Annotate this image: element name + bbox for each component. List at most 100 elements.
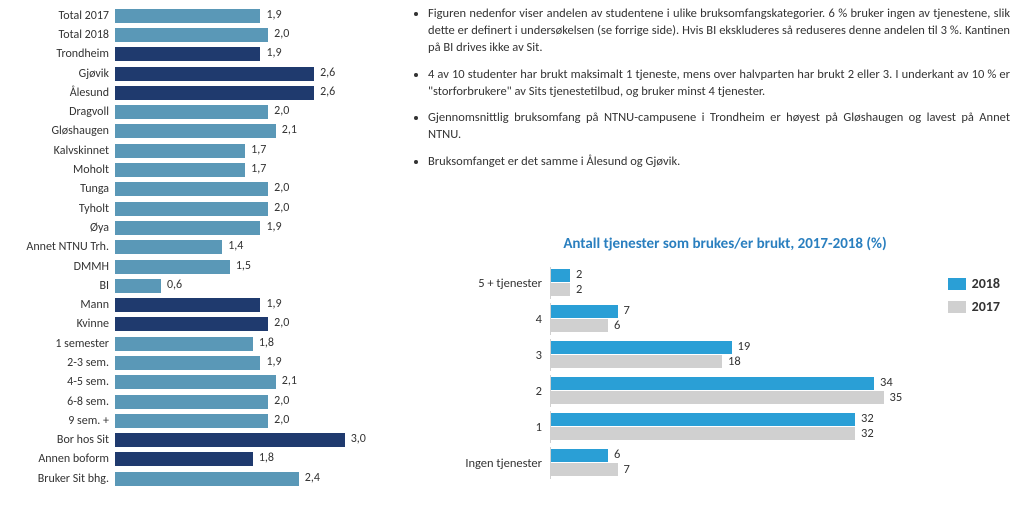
left-chart-bar [115, 356, 260, 370]
right-chart-row: 31918 [440, 337, 1010, 373]
left-chart-value: 2,0 [274, 394, 289, 408]
right-chart-bars: 67 [550, 447, 1010, 479]
left-chart-row: Kvinne 2,0 [0, 315, 380, 334]
right-chart-label: 1 [440, 420, 550, 435]
left-chart-row: Dragvoll2,0 [0, 102, 380, 121]
right-chart-title: Antall tjenester som brukes/er brukt, 20… [440, 235, 1010, 253]
left-chart-bar [115, 414, 268, 428]
left-chart-row: Tyholt 2,0 [0, 199, 380, 218]
left-chart-bar [115, 433, 345, 447]
left-chart-value: 1,9 [266, 355, 281, 369]
left-chart-value: 2,1 [282, 374, 297, 388]
left-chart-row: BI0,6 [0, 276, 380, 295]
left-chart-bar [115, 375, 276, 389]
left-chart-bar-track: 2,1 [115, 124, 380, 138]
left-chart-value: 2,0 [274, 27, 289, 41]
left-chart-label: Gjøvik [0, 67, 115, 81]
right-chart-bar-2018 [551, 449, 608, 462]
left-chart-row: Ålesund2,6 [0, 83, 380, 102]
right-chart-value-2017: 6 [614, 318, 620, 333]
bullet-item: Gjennomsnittlig bruksomfang på NTNU-camp… [428, 110, 1010, 144]
left-chart-bar-track: 2,0 [115, 105, 380, 119]
left-chart-row: Gløshaugen2,1 [0, 122, 380, 141]
right-chart-value-2017: 32 [861, 426, 874, 441]
left-chart-bar-track: 1,9 [115, 221, 380, 235]
right-bar-chart: Antall tjenester som brukes/er brukt, 20… [440, 235, 1010, 481]
left-chart-label: Mann [0, 298, 115, 312]
left-chart-bar [115, 47, 260, 61]
left-chart-value: 2,0 [274, 316, 289, 330]
bullet-item: Bruksomfanget er det samme i Ålesund og … [428, 154, 1010, 171]
left-chart-bar-track: 1,9 [115, 298, 380, 312]
left-chart-row: 4-5 sem. 2,1 [0, 373, 380, 392]
right-chart-row: Ingen tjenester67 [440, 445, 1010, 481]
left-chart-value: 1,7 [251, 162, 266, 176]
left-chart-value: 1,9 [266, 46, 281, 60]
left-chart-bar [115, 144, 245, 158]
right-chart-bar-2018 [551, 269, 570, 282]
right-chart-value-2018: 6 [614, 447, 620, 462]
left-chart-value: 1,9 [266, 220, 281, 234]
left-chart-label: 2-3 sem. [0, 356, 115, 370]
left-chart-value: 1,8 [259, 336, 274, 350]
left-chart-row: Mann 1,9 [0, 295, 380, 314]
left-chart-bar-track: 2,4 [115, 472, 380, 486]
right-chart-bar-2017 [551, 391, 884, 404]
right-chart-value-2017: 2 [576, 282, 582, 297]
bullet-list: Figuren nedenfor viser andelen av studen… [410, 6, 1010, 181]
left-chart-label: Tyholt [0, 202, 115, 216]
left-chart-bar [115, 9, 260, 23]
left-chart-row: Annet NTNU Trh.1,4 [0, 238, 380, 257]
left-chart-bar-track: 1,5 [115, 260, 380, 274]
left-chart-bar [115, 67, 314, 81]
left-chart-value: 2,4 [305, 471, 320, 485]
left-chart-value: 2,0 [274, 181, 289, 195]
left-chart-bar [115, 298, 260, 312]
right-chart-bar-2018 [551, 377, 874, 390]
left-chart-bar [115, 337, 253, 351]
right-chart-bar-2018 [551, 341, 732, 354]
left-chart-bar [115, 221, 260, 235]
right-chart-label: 4 [440, 312, 550, 327]
left-chart-value: 0,6 [167, 278, 182, 292]
left-chart-row: 6-8 sem. 2,0 [0, 392, 380, 411]
left-chart-row: Øya 1,9 [0, 218, 380, 237]
left-chart-bar [115, 279, 161, 293]
left-chart-label: 6-8 sem. [0, 395, 115, 409]
left-chart-bar-track: 1,7 [115, 163, 380, 177]
left-chart-value: 2,0 [274, 201, 289, 215]
right-chart-value-2017: 18 [728, 354, 741, 369]
left-chart-bar-track: 1,7 [115, 144, 380, 158]
left-chart-value: 3,0 [351, 432, 366, 446]
left-chart-bar-track: 2,6 [115, 67, 380, 81]
right-chart-value-2018: 32 [861, 411, 874, 426]
left-chart-label: Moholt [0, 163, 115, 177]
right-chart-value-2017: 7 [624, 462, 630, 477]
left-chart-bar [115, 202, 268, 216]
left-chart-bar-track: 0,6 [115, 279, 380, 293]
left-chart-label: Gløshaugen [0, 124, 115, 138]
left-chart-label: DMMH [0, 260, 115, 274]
left-chart-row: 2-3 sem. 1,9 [0, 353, 380, 372]
left-chart-bar [115, 124, 276, 138]
left-chart-bar-track: 2,0 [115, 202, 380, 216]
left-chart-bar-track: 2,0 [115, 28, 380, 42]
left-chart-label: Øya [0, 221, 115, 235]
right-chart-bars: 3435 [550, 375, 1010, 407]
bullet-item: 4 av 10 studenter har brukt maksimalt 1 … [428, 67, 1010, 101]
left-chart-bar [115, 472, 299, 486]
left-chart-row: DMMH1,5 [0, 257, 380, 276]
right-chart-bars: 76 [550, 303, 1010, 335]
left-chart-label: Dragvoll [0, 105, 115, 119]
left-chart-label: 4-5 sem. [0, 375, 115, 389]
left-chart-value: 1,9 [266, 297, 281, 311]
left-chart-bar-track: 1,9 [115, 9, 380, 23]
left-chart-label: 9 sem. + [0, 414, 115, 428]
left-chart-label: Kvinne [0, 317, 115, 331]
left-chart-label: Total 2018 [0, 28, 115, 42]
left-chart-row: Moholt 1,7 [0, 160, 380, 179]
right-chart-bar-2018 [551, 413, 855, 426]
right-chart-bars: 3232 [550, 411, 1010, 443]
left-chart-label: 1 semester [0, 337, 115, 351]
left-chart-bar [115, 182, 268, 196]
